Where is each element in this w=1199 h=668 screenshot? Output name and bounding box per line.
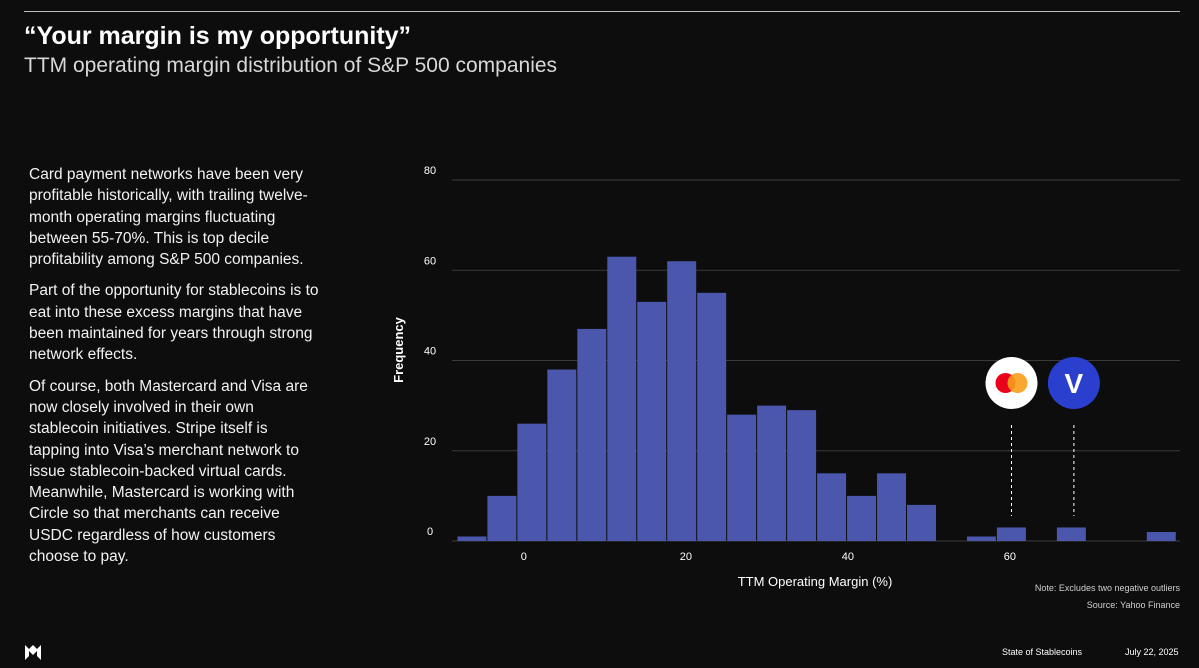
- report-name: State of Stablecoins: [1002, 647, 1083, 657]
- paragraph-3: Of course, both Mastercard and Visa are …: [29, 377, 308, 566]
- histogram-bar-4: [577, 328, 607, 541]
- chart-source: Source: Yahoo Finance: [1086, 600, 1180, 610]
- histogram-bar-3: [547, 369, 577, 541]
- histogram-bar-11: [787, 410, 817, 541]
- histogram-bar-13: [847, 495, 877, 541]
- paragraph-2: Part of the opportunity for stablecoins …: [29, 282, 319, 364]
- y-tick-label: 0: [427, 526, 433, 538]
- company-markers: V: [985, 357, 1100, 516]
- y-tick-labels: 0 20 40 60 80: [424, 165, 436, 538]
- histogram-bar-19: [1146, 531, 1176, 541]
- histogram-chart: 0 20 40 60 80 0 20 40 60 V Frequency TTM Operat…: [391, 165, 1180, 589]
- x-tick-label: 0: [521, 551, 527, 563]
- x-tick-label: 60: [1004, 551, 1016, 563]
- histogram-bar-8: [697, 292, 727, 541]
- histogram-bar-15: [907, 504, 936, 541]
- y-tick-label: 80: [424, 165, 436, 177]
- histogram-bar-1: [487, 495, 517, 541]
- histogram-bar-12: [817, 473, 847, 541]
- histogram-bar-6: [637, 301, 667, 541]
- x-tick-label: 40: [842, 551, 854, 563]
- histogram-bar-0: [457, 536, 487, 541]
- visa-glyph: V: [1065, 368, 1084, 399]
- y-axis-label: Frequency: [391, 316, 406, 383]
- paragraph-1: Card payment networks have been very pro…: [29, 166, 308, 269]
- histogram-bar-5: [607, 256, 637, 541]
- y-tick-label: 60: [424, 255, 436, 267]
- report-date: July 22, 2025: [1125, 647, 1179, 657]
- histogram-bars: [457, 256, 1176, 541]
- x-tick-labels: 0 20 40 60: [521, 551, 1016, 563]
- top-divider: [24, 11, 1180, 12]
- histogram-bar-7: [667, 261, 697, 541]
- histogram-bar-18: [1056, 527, 1086, 541]
- histogram-bar-14: [877, 473, 907, 541]
- x-tick-label: 20: [680, 551, 692, 563]
- y-tick-label: 40: [424, 346, 436, 358]
- histogram-bar-10: [757, 405, 787, 541]
- histogram-bar-16: [966, 536, 996, 541]
- y-tick-label: 20: [424, 436, 436, 448]
- visa-logo-icon: V: [1047, 357, 1100, 516]
- visa-badge: [1047, 357, 1100, 409]
- histogram-bar-17: [996, 527, 1026, 541]
- page-subtitle: TTM operating margin distribution of S&P…: [24, 54, 558, 77]
- chart-note: Note: Excludes two negative outliers: [1034, 583, 1180, 593]
- page-title: “Your margin is my opportunity”: [24, 22, 412, 50]
- brand-logo-icon: [25, 645, 41, 660]
- histogram-bar-2: [517, 423, 547, 541]
- histogram-bar-9: [727, 414, 757, 541]
- x-axis-label: TTM Operating Margin (%): [738, 574, 893, 589]
- mastercard-orange-circle: [1007, 373, 1028, 393]
- mastercard-logo-icon: [985, 357, 1038, 516]
- body-text: Card payment networks have been very pro…: [29, 164, 319, 577]
